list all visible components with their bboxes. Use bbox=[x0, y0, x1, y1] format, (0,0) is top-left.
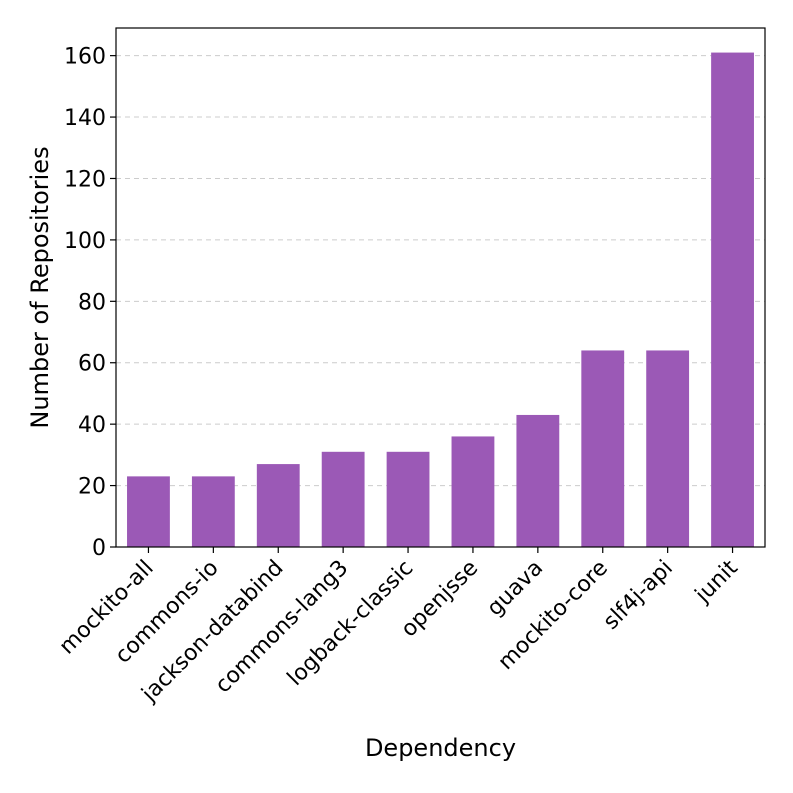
y-tick-label: 40 bbox=[78, 413, 106, 438]
y-tick-label: 140 bbox=[64, 106, 106, 131]
bar-jackson-databind bbox=[256, 464, 300, 547]
bar-openjsse bbox=[451, 436, 495, 547]
bars bbox=[127, 52, 754, 547]
y-tick-label: 60 bbox=[78, 352, 106, 377]
bar-guava bbox=[516, 414, 560, 547]
x-axis-title: Dependency bbox=[365, 734, 516, 762]
y-tick-label: 120 bbox=[64, 167, 106, 192]
x-tick-label-slf4j-api: slf4j-api bbox=[599, 556, 678, 635]
y-tick-label: 20 bbox=[78, 475, 106, 500]
y-tick-label: 0 bbox=[92, 536, 106, 561]
bar-slf4j-api bbox=[646, 350, 690, 547]
x-tick-label-junit: junit bbox=[690, 555, 743, 608]
y-axis-ticks: 0 20 40 60 80 100 120 140 160 bbox=[64, 45, 116, 561]
bar-logback-classic bbox=[386, 451, 430, 547]
y-tick-label: 160 bbox=[64, 45, 106, 70]
x-axis-ticks: mockito-allcommons-iojackson-databindcom… bbox=[55, 547, 743, 707]
bar-junit bbox=[711, 52, 754, 547]
y-axis-title: Number of Repositories bbox=[26, 146, 54, 428]
bar-commons-io bbox=[191, 476, 235, 547]
bar-commons-lang3 bbox=[321, 451, 365, 547]
bar-mockito-core bbox=[581, 350, 625, 547]
y-tick-label: 80 bbox=[78, 290, 106, 315]
plot-frame bbox=[115, 27, 766, 548]
y-tick-label: 100 bbox=[64, 229, 106, 254]
bar-mockito-all bbox=[127, 476, 170, 547]
